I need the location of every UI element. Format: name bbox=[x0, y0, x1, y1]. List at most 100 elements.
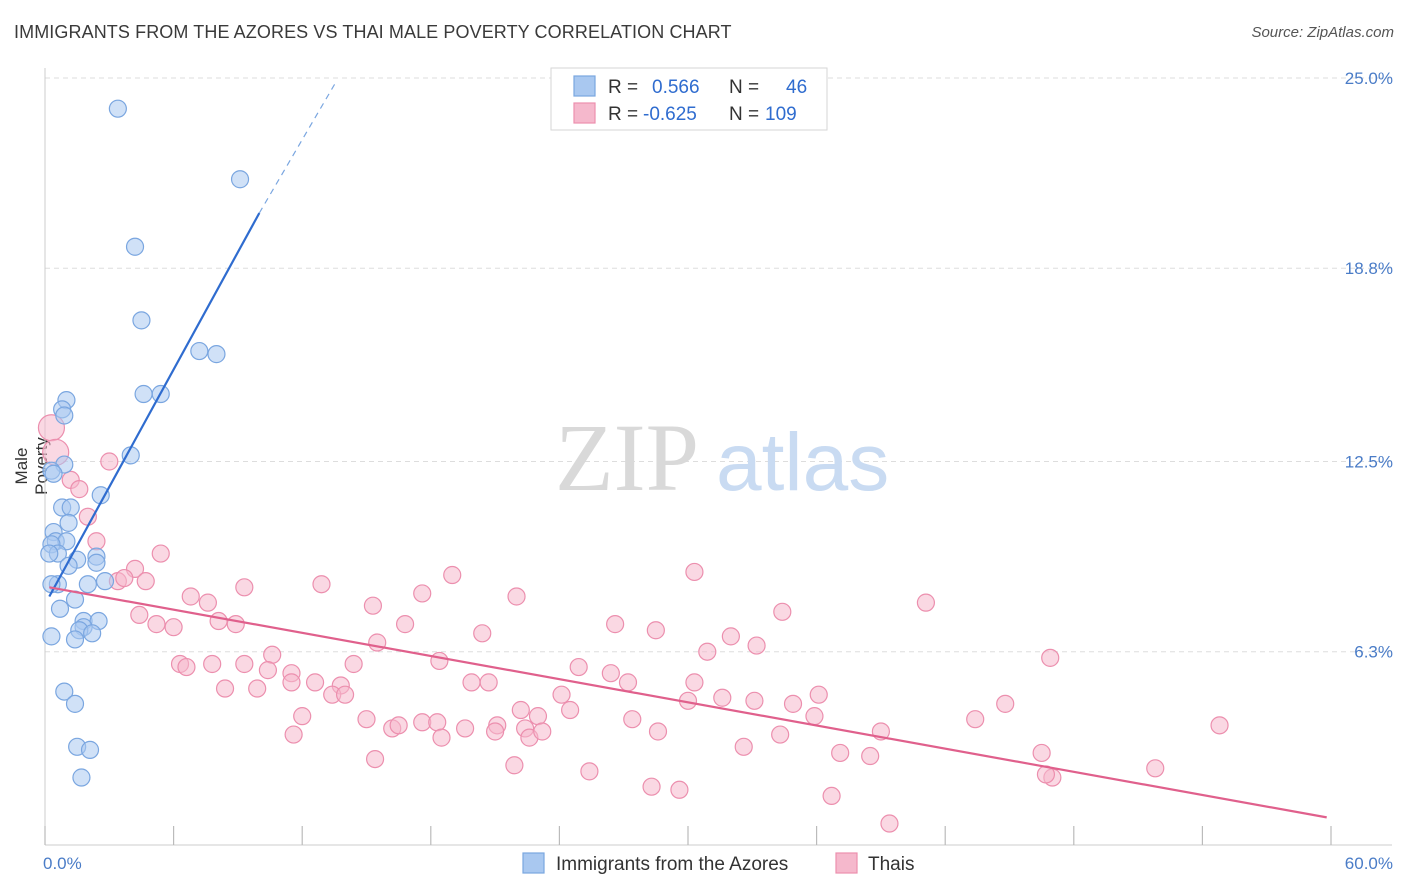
azores-point-40 bbox=[65, 630, 85, 649]
thai-point-14 bbox=[443, 565, 462, 585]
thai-point-88 bbox=[533, 722, 552, 741]
azores-point-24 bbox=[40, 544, 59, 563]
azores-point-42 bbox=[55, 682, 74, 701]
legend-r-label-2: R = bbox=[608, 104, 638, 125]
thai-points bbox=[37, 414, 1229, 833]
source-label: Source: ZipAtlas.com bbox=[1251, 24, 1394, 41]
legend-n-value-1: 46 bbox=[786, 77, 807, 98]
thai-point-101 bbox=[670, 780, 689, 799]
thai-point-55 bbox=[618, 673, 638, 692]
thai-point-50 bbox=[282, 673, 301, 692]
thai-point-4 bbox=[100, 452, 119, 471]
thai-point-67 bbox=[357, 710, 376, 729]
azores-point-18 bbox=[59, 513, 78, 532]
thai-point-83 bbox=[284, 725, 303, 744]
thai-point-10 bbox=[115, 568, 134, 588]
legend-n-value-2: 109 bbox=[765, 104, 797, 125]
watermark-atlas: atlas bbox=[716, 417, 889, 508]
thai-point-100 bbox=[642, 777, 661, 796]
thai-point-64 bbox=[809, 685, 828, 704]
y-tick-label-0: 6.3% bbox=[1354, 643, 1393, 662]
thai-point-22 bbox=[916, 593, 936, 612]
azores-point-5 bbox=[207, 345, 226, 364]
legend-n-label-2: N = bbox=[729, 104, 759, 125]
thai-point-3 bbox=[70, 480, 89, 499]
thai-point-41 bbox=[258, 661, 278, 680]
azores-point-34 bbox=[50, 599, 70, 618]
thai-point-102 bbox=[822, 786, 841, 806]
thai-point-15 bbox=[413, 584, 432, 603]
azores-point-1 bbox=[230, 170, 250, 189]
azores-point-32 bbox=[95, 572, 115, 591]
legend-r-value-1: 0.566 bbox=[652, 77, 700, 98]
thai-point-89 bbox=[648, 722, 668, 741]
thai-point-18 bbox=[181, 587, 200, 606]
thai-point-17 bbox=[685, 562, 704, 582]
azores-point-10 bbox=[55, 406, 74, 425]
thai-point-82 bbox=[1210, 716, 1229, 735]
thai-point-21 bbox=[773, 602, 792, 621]
chart-title: IMMIGRANTS FROM THE AZORES VS THAI MALE … bbox=[14, 22, 732, 42]
azores-point-31 bbox=[78, 575, 97, 594]
bottom-legend-swatch-azores bbox=[522, 852, 545, 874]
thai-point-62 bbox=[745, 691, 764, 710]
thai-point-56 bbox=[685, 673, 704, 692]
thai-point-85 bbox=[455, 719, 475, 738]
legend-r-label-1: R = bbox=[608, 77, 638, 98]
thai-point-40 bbox=[235, 654, 254, 674]
thai-point-94 bbox=[365, 749, 385, 769]
thai-point-95 bbox=[505, 756, 524, 775]
azores-point-3 bbox=[132, 311, 151, 330]
y-tick-label-3: 25.0% bbox=[1345, 69, 1393, 88]
azores-trend-line-extension bbox=[258, 80, 338, 214]
thai-point-35 bbox=[747, 636, 766, 655]
azores-points bbox=[40, 99, 250, 787]
legend-n-label-1: N = bbox=[729, 77, 759, 98]
legend: R = 0.566 N = 46 R = -0.625 N = 109 bbox=[550, 67, 828, 131]
thai-point-43 bbox=[344, 654, 363, 674]
bottom-legend-label-thai: Thais bbox=[868, 854, 914, 875]
legend-box bbox=[550, 67, 828, 131]
watermark: ZIP atlas bbox=[555, 404, 889, 511]
azores-point-30 bbox=[42, 575, 61, 594]
thai-point-103 bbox=[880, 814, 899, 833]
thai-point-51 bbox=[305, 673, 325, 692]
x-tick-label-0: 0.0% bbox=[43, 854, 82, 873]
bottom-legend-label-azores: Immigrants from the Azores bbox=[556, 854, 788, 875]
thai-point-39 bbox=[203, 654, 222, 674]
thai-point-61 bbox=[713, 688, 732, 707]
thai-point-29 bbox=[473, 624, 492, 643]
thai-point-63 bbox=[783, 694, 803, 713]
legend-swatch-azores bbox=[573, 75, 596, 97]
thai-point-44 bbox=[430, 651, 449, 671]
thai-point-99 bbox=[1146, 759, 1165, 778]
thai-point-78 bbox=[771, 725, 790, 744]
thai-point-76 bbox=[561, 700, 580, 720]
thai-point-20 bbox=[363, 596, 383, 615]
azores-point-39 bbox=[83, 624, 102, 643]
thai-point-77 bbox=[623, 710, 642, 729]
thai-point-72 bbox=[511, 700, 530, 720]
thai-point-8 bbox=[151, 544, 170, 563]
thai-point-24 bbox=[147, 615, 166, 634]
thai-point-32 bbox=[721, 627, 740, 646]
azores-point-17 bbox=[61, 498, 80, 517]
thai-point-47 bbox=[1041, 648, 1060, 667]
thai-point-53 bbox=[462, 673, 481, 692]
azores-point-43 bbox=[65, 694, 85, 713]
thai-trend-line bbox=[49, 586, 1327, 819]
thai-point-36 bbox=[263, 645, 282, 664]
thai-point-30 bbox=[606, 615, 625, 634]
thai-point-38 bbox=[177, 657, 196, 677]
thai-point-19 bbox=[198, 593, 217, 612]
thai-point-73 bbox=[528, 707, 548, 726]
x-tick-label-1: 60.0% bbox=[1345, 854, 1393, 873]
y-tick-labels: 6.3% 12.5% 18.8% 25.0% bbox=[1345, 69, 1393, 662]
thai-point-11 bbox=[136, 572, 155, 591]
azores-point-14 bbox=[44, 464, 63, 483]
azores-point-45 bbox=[80, 740, 100, 759]
thai-point-91 bbox=[831, 743, 850, 763]
thai-point-26 bbox=[209, 611, 228, 631]
thai-point-66 bbox=[293, 707, 312, 726]
